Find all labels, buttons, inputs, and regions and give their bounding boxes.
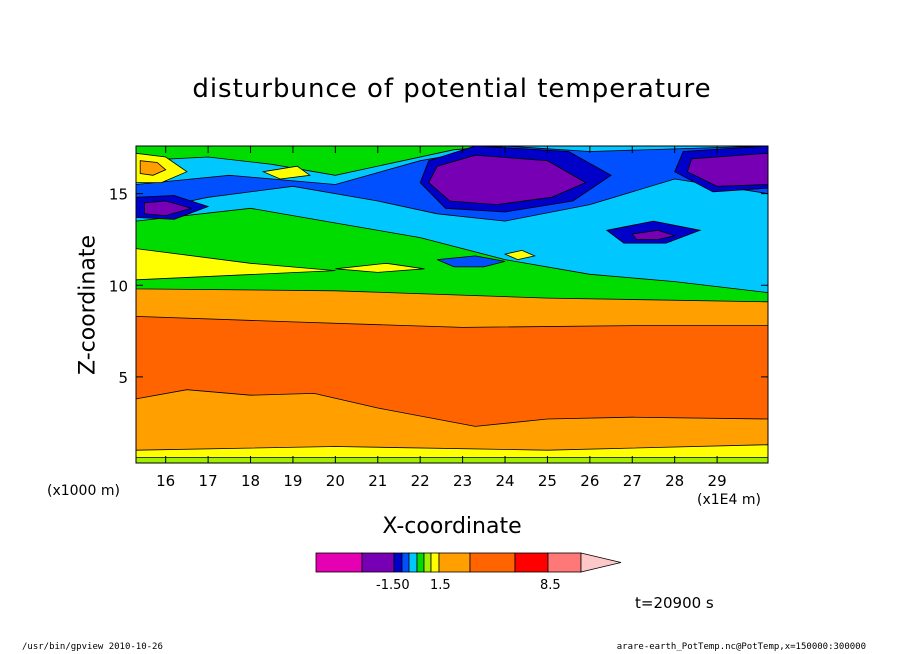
footer-command: /usr/bin/gpview 2010-10-26	[22, 642, 163, 652]
x-tick-label-20: 20	[326, 472, 345, 490]
x-tick-label-21: 21	[368, 472, 387, 490]
x-tick-label-16: 16	[156, 472, 175, 490]
contour-band-21	[503, 249, 536, 261]
x-tick-label-26: 26	[580, 472, 599, 490]
x-tick-label-23: 23	[453, 472, 472, 490]
x-tick-label-19: 19	[283, 472, 302, 490]
colorbar-label-8-5: 8.5	[540, 578, 561, 593]
contour-band-18	[139, 160, 167, 176]
colorbar-swatch-0	[315, 552, 363, 573]
contour-band-20	[437, 255, 506, 268]
x-tick-label-17: 17	[199, 472, 218, 490]
contour-band-12	[686, 152, 768, 187]
colorbar-swatch-6	[423, 552, 432, 573]
time-label: t=20900 s	[635, 594, 714, 612]
colorbar-label-neg-1-50: -1.50	[376, 578, 410, 593]
x-tick-label-27: 27	[623, 472, 642, 490]
x-axis-label: X-coordinate	[382, 514, 522, 539]
colorbar-swatch-7	[430, 552, 440, 573]
contour-band-6	[335, 262, 425, 273]
colorbar-swatch-10	[514, 552, 549, 573]
z-unit-label: (x1000 m)	[47, 483, 120, 499]
colorbar-arrow	[580, 552, 622, 573]
contour-band-14	[631, 229, 677, 240]
footer-source: arare-earth_PotTemp.nc@PotTemp,x=150000:…	[616, 642, 866, 652]
x-tick-label-18: 18	[241, 472, 260, 490]
chart-title: disturbunce of potential temperature	[192, 74, 712, 104]
y-axis-label: Z-coordinate	[75, 235, 101, 375]
x-unit-label: (x1E4 m)	[697, 492, 761, 508]
colorbar-swatch-1	[361, 552, 395, 573]
colorbar-swatch-2	[393, 552, 403, 573]
colorbar-swatch-9	[469, 552, 516, 573]
y-tick-label-15: 15	[109, 186, 128, 204]
colorbar-swatch-3	[401, 552, 410, 573]
contour-band-19	[261, 165, 311, 180]
colorbar-label-1-5: 1.5	[430, 578, 451, 593]
x-tick-label-22: 22	[411, 472, 430, 490]
x-tick-label-24: 24	[495, 472, 514, 490]
contour-band-3	[136, 457, 768, 463]
colorbar-swatch-5	[416, 552, 425, 573]
colorbar-swatch-8	[438, 552, 471, 573]
y-tick-label-10: 10	[109, 277, 128, 295]
contour-band-1	[136, 315, 768, 427]
contour-band-16	[144, 200, 193, 217]
x-tick-label-28: 28	[665, 472, 684, 490]
colorbar-swatch-11	[547, 552, 582, 573]
y-tick-label-5: 5	[118, 369, 128, 387]
x-tick-label-25: 25	[538, 472, 557, 490]
colorbar-swatch-4	[408, 552, 418, 573]
contour-band-5	[136, 248, 336, 281]
contour-band-10	[428, 154, 587, 206]
x-tick-label-29: 29	[708, 472, 727, 490]
plot-frame	[135, 145, 769, 464]
